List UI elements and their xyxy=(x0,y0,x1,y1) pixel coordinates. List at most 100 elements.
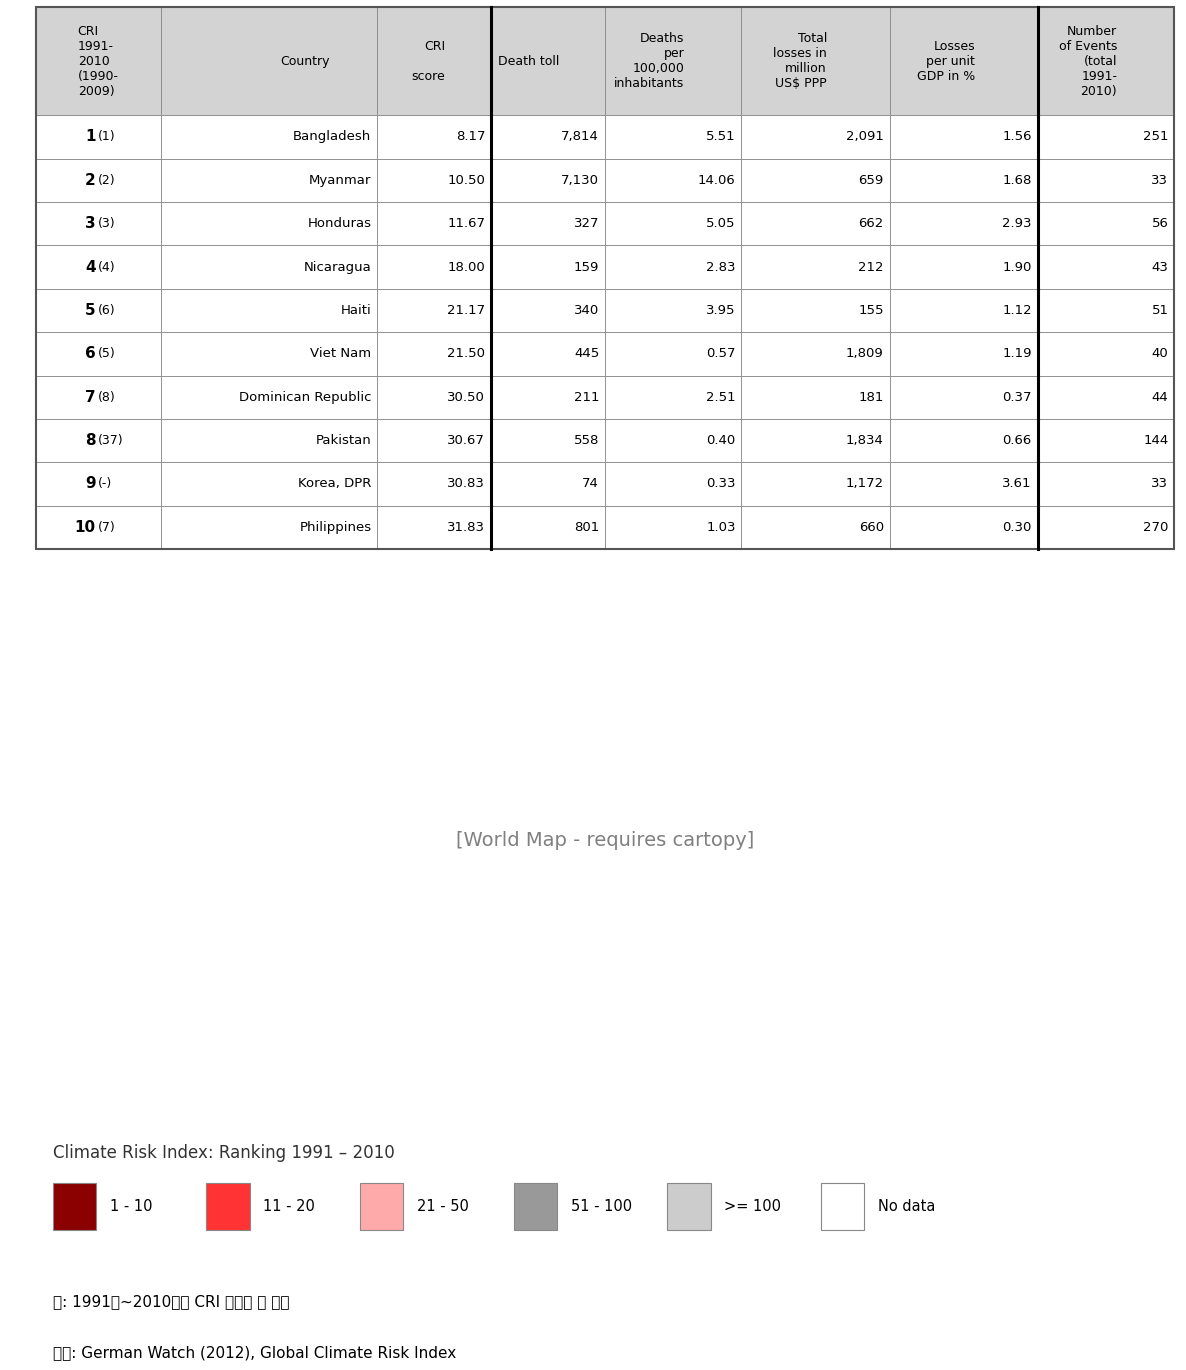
Bar xyxy=(377,115,491,159)
Bar xyxy=(605,159,741,201)
Bar xyxy=(377,201,491,245)
Bar xyxy=(491,375,605,419)
Text: 445: 445 xyxy=(574,348,599,360)
Bar xyxy=(741,462,890,506)
Bar xyxy=(161,159,377,201)
Text: Korea, DPR: Korea, DPR xyxy=(298,478,371,490)
Text: 1,834: 1,834 xyxy=(846,434,884,447)
Bar xyxy=(821,1184,865,1229)
Text: 1.19: 1.19 xyxy=(1002,348,1032,360)
Bar xyxy=(491,245,605,289)
Text: Philippines: Philippines xyxy=(299,521,371,534)
Bar xyxy=(1038,245,1174,289)
Text: 7: 7 xyxy=(85,389,96,404)
Bar xyxy=(36,419,161,462)
Text: 181: 181 xyxy=(859,390,884,404)
Bar xyxy=(161,245,377,289)
Text: >= 100: >= 100 xyxy=(725,1199,782,1214)
Bar xyxy=(52,1184,96,1229)
Bar xyxy=(161,201,377,245)
Text: 3.61: 3.61 xyxy=(1002,478,1032,490)
Bar xyxy=(491,506,605,549)
Text: 9: 9 xyxy=(85,477,96,492)
Bar xyxy=(491,7,605,115)
Bar xyxy=(1038,462,1174,506)
Text: 21 - 50: 21 - 50 xyxy=(417,1199,468,1214)
Bar xyxy=(605,289,741,332)
Text: 0.57: 0.57 xyxy=(707,348,735,360)
Bar xyxy=(1038,506,1174,549)
Text: 5.05: 5.05 xyxy=(707,218,735,230)
Bar xyxy=(1038,115,1174,159)
Bar xyxy=(377,159,491,201)
Text: 1.68: 1.68 xyxy=(1002,174,1032,186)
Text: 7,814: 7,814 xyxy=(561,130,599,144)
Text: 5.51: 5.51 xyxy=(706,130,735,144)
Text: 10: 10 xyxy=(75,519,96,534)
Text: 21.17: 21.17 xyxy=(447,304,485,316)
Bar xyxy=(377,289,491,332)
Text: Nicaragua: Nicaragua xyxy=(304,260,371,274)
Text: [World Map - requires cartopy]: [World Map - requires cartopy] xyxy=(455,832,754,851)
Text: 4: 4 xyxy=(85,259,96,274)
Bar xyxy=(890,419,1038,462)
Bar xyxy=(605,115,741,159)
Bar xyxy=(605,462,741,506)
Bar xyxy=(36,115,161,159)
Bar xyxy=(1038,332,1174,375)
Text: Dominican Republic: Dominican Republic xyxy=(238,390,371,404)
Bar xyxy=(605,201,741,245)
Bar xyxy=(36,375,161,419)
Text: 1.03: 1.03 xyxy=(707,521,735,534)
Bar xyxy=(741,159,890,201)
Bar xyxy=(161,7,377,115)
Text: Deaths
per
100,000
inhabitants: Deaths per 100,000 inhabitants xyxy=(614,32,684,90)
Text: 43: 43 xyxy=(1152,260,1168,274)
Text: 1 - 10: 1 - 10 xyxy=(109,1199,152,1214)
Text: 0.66: 0.66 xyxy=(1002,434,1032,447)
Text: CRI

score: CRI score xyxy=(412,40,446,82)
Text: (37): (37) xyxy=(98,434,123,447)
Text: 211: 211 xyxy=(574,390,599,404)
Text: Viet Nam: Viet Nam xyxy=(311,348,371,360)
Bar xyxy=(1038,289,1174,332)
Bar xyxy=(491,332,605,375)
Text: (6): (6) xyxy=(98,304,116,316)
Bar xyxy=(890,375,1038,419)
Text: 7,130: 7,130 xyxy=(561,174,599,186)
Bar xyxy=(36,159,161,201)
Text: 30.50: 30.50 xyxy=(447,390,485,404)
Bar xyxy=(161,332,377,375)
Text: Myanmar: Myanmar xyxy=(310,174,371,186)
Text: Death toll: Death toll xyxy=(498,55,560,67)
Bar xyxy=(491,115,605,159)
Bar xyxy=(605,506,741,549)
Bar xyxy=(741,115,890,159)
Text: 2,091: 2,091 xyxy=(846,130,884,144)
Text: 659: 659 xyxy=(859,174,884,186)
Text: (4): (4) xyxy=(98,260,116,274)
Text: 33: 33 xyxy=(1152,478,1168,490)
Bar xyxy=(741,332,890,375)
Bar xyxy=(491,201,605,245)
Bar xyxy=(491,462,605,506)
Bar xyxy=(361,1184,403,1229)
Text: (7): (7) xyxy=(98,521,116,534)
Bar xyxy=(491,159,605,201)
Text: 8.17: 8.17 xyxy=(455,130,485,144)
Text: 18.00: 18.00 xyxy=(447,260,485,274)
Bar xyxy=(491,289,605,332)
Bar xyxy=(491,419,605,462)
Text: (2): (2) xyxy=(98,174,116,186)
Bar xyxy=(741,7,890,115)
Text: 1,172: 1,172 xyxy=(846,478,884,490)
Text: 662: 662 xyxy=(859,218,884,230)
Bar xyxy=(36,332,161,375)
Text: 0.33: 0.33 xyxy=(707,478,735,490)
Bar xyxy=(161,462,377,506)
Bar xyxy=(890,201,1038,245)
Text: 1.56: 1.56 xyxy=(1002,130,1032,144)
Text: (1): (1) xyxy=(98,130,116,144)
Text: 0.40: 0.40 xyxy=(707,434,735,447)
Text: No data: No data xyxy=(878,1199,936,1214)
